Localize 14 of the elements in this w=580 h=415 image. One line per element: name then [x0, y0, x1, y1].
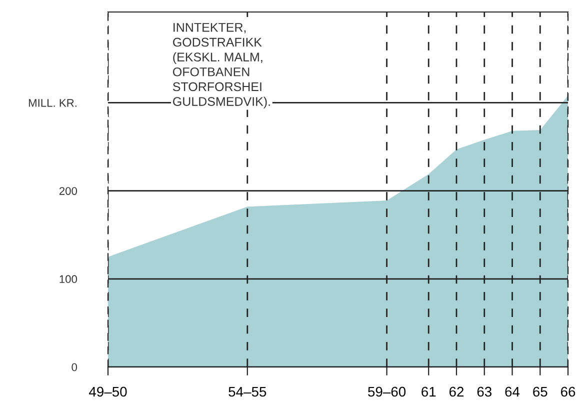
x-tick-label: 54–55 [228, 386, 266, 397]
x-tick-label: 64 [505, 386, 520, 397]
y-tick-label: 0 [72, 363, 78, 372]
x-tick-label: 62 [449, 386, 464, 397]
x-tick-label: 65 [533, 386, 548, 397]
x-tick-label: 49–50 [89, 386, 127, 397]
y-tick-label: MILL. KR. [28, 99, 76, 107]
y-tick-label: 100 [60, 275, 78, 284]
x-tick-label: 61 [422, 386, 436, 397]
x-tick-label: 59–60 [368, 386, 406, 397]
annotation: INNTEKTER, GODSTRAFIKK (EKSKL. MALM, OFOTBANEN STORFORSHEI GULDSMEDVIK). [172, 23, 270, 108]
x-tick-label: 66 [560, 386, 576, 397]
x-tick-label: 63 [477, 386, 492, 397]
y-tick-label: 200 [59, 187, 78, 195]
